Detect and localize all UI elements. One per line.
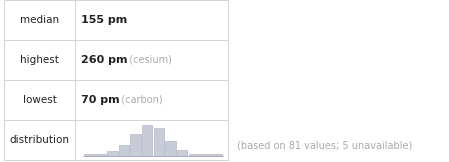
Bar [154,128,164,156]
Bar [95,154,106,156]
Text: (carbon): (carbon) [115,95,163,105]
Text: 70 pm: 70 pm [81,95,119,105]
Text: (based on 81 values; 5 unavailable): (based on 81 values; 5 unavailable) [237,141,412,151]
Bar [177,150,188,156]
Text: (cesium): (cesium) [123,55,172,65]
Bar [189,154,199,156]
Bar [119,145,129,156]
Bar [130,134,141,156]
Bar [84,154,94,156]
Bar [200,154,211,156]
Text: lowest: lowest [22,95,57,105]
Bar [142,125,153,156]
Text: median: median [20,15,59,25]
Bar [212,154,223,156]
Bar [107,151,118,156]
Text: distribution: distribution [9,135,70,145]
Bar [165,140,176,156]
Text: 155 pm: 155 pm [81,15,127,25]
Text: highest: highest [20,55,59,65]
Text: 260 pm: 260 pm [81,55,128,65]
